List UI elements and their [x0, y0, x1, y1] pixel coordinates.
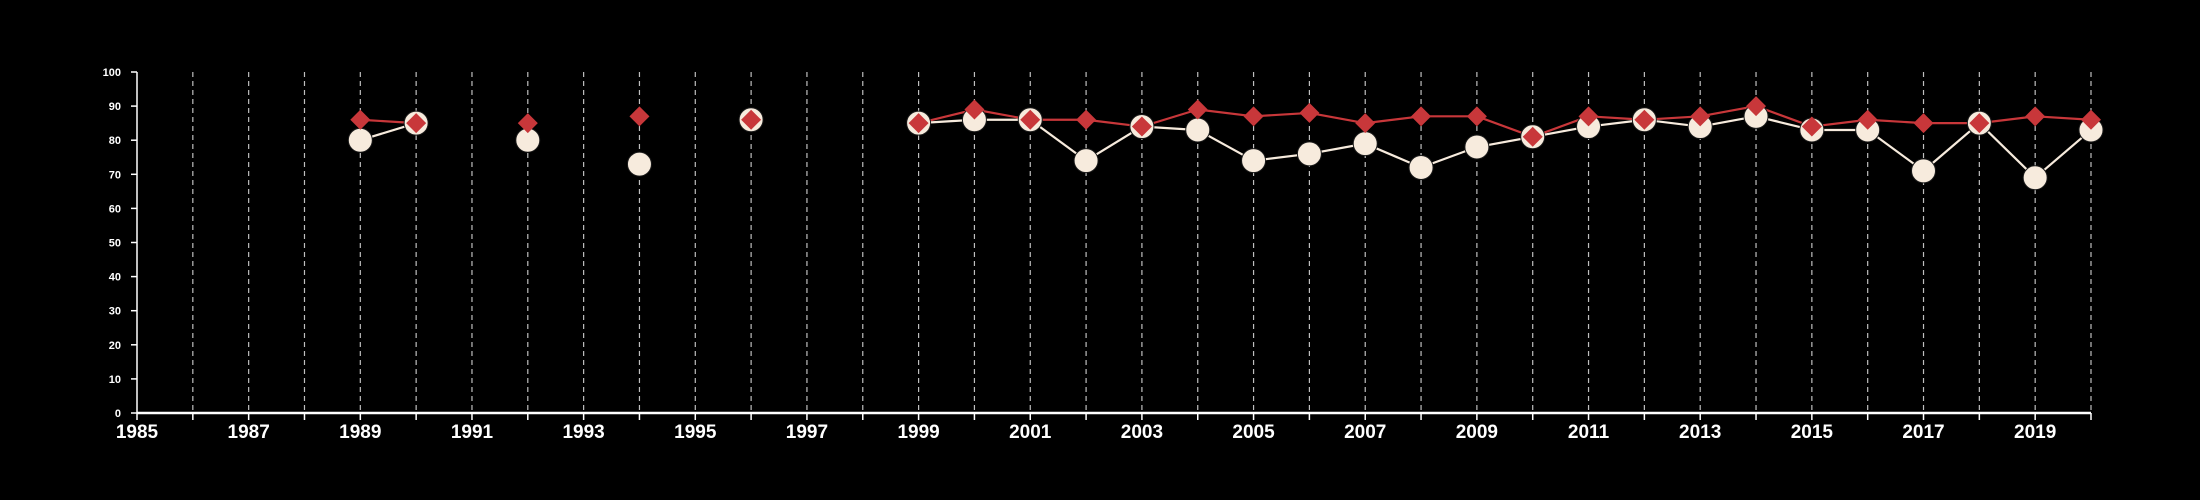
x-tick-label: 2013: [1679, 422, 1721, 443]
y-tick-label: 70: [109, 169, 121, 181]
y-tick-label: 90: [109, 101, 121, 113]
y-tick-label: 20: [109, 340, 121, 352]
x-tick-label: 2009: [1456, 422, 1498, 443]
x-tick-label: 1999: [897, 422, 939, 443]
x-tick-label: 1991: [451, 422, 494, 443]
cream-series-segment: [1978, 122, 2036, 179]
x-axis: 1985 1987 1989 1991 1993 1995 1997 1999 2001 2003…: [116, 411, 2092, 443]
red-series-segment: [1309, 111, 1366, 125]
y-tick-label: 10: [109, 374, 121, 386]
x-tick-label: 2007: [1344, 422, 1386, 443]
red-diamond-point: [1299, 102, 1320, 123]
cream-circle-point: [1241, 148, 1267, 174]
y-tick-label: 30: [109, 306, 121, 318]
cream-circle-point: [2022, 165, 2048, 191]
x-tick-label: 2017: [1902, 422, 1944, 443]
red-diamond-point: [2081, 109, 2101, 130]
red-diamond-point: [1243, 106, 1264, 127]
cream-circle-point: [1185, 117, 1211, 143]
x-tick-label: 2015: [1791, 422, 1834, 443]
red-diamond-point: [1634, 109, 1655, 130]
y-axis: 0 10 20 30 40 50 60 70 80 90 100: [103, 67, 138, 420]
cream-circle-point: [1911, 158, 1937, 184]
series-markers: [347, 96, 2104, 191]
red-diamond-point: [1355, 113, 1376, 134]
red-series-segment: [1365, 115, 1422, 125]
x-tick-label: 2003: [1121, 422, 1163, 443]
cream-circle-point: [347, 127, 373, 153]
x-tick-label: 1987: [228, 422, 270, 443]
red-diamond-point: [2025, 106, 2046, 127]
red-diamond-point: [1131, 116, 1152, 137]
red-diamond-point: [964, 99, 985, 120]
y-tick-label: 50: [109, 238, 121, 250]
x-tick-label: 1997: [786, 422, 828, 443]
red-diamond-point: [1076, 109, 1097, 130]
red-diamond-point: [1522, 126, 1543, 147]
red-diamond-point: [741, 109, 762, 130]
y-tick-label: 40: [109, 272, 121, 284]
red-diamond-point: [517, 113, 538, 134]
x-tick-label: 1989: [339, 422, 381, 443]
red-diamond-point: [1020, 109, 1041, 130]
y-tick-label: 80: [109, 135, 121, 147]
x-tick-label: 2005: [1232, 422, 1275, 443]
red-diamond-point: [1466, 106, 1487, 127]
cream-circle-point: [1408, 154, 1434, 180]
cream-circle-point: [1352, 131, 1378, 157]
y-tick-label: 0: [115, 408, 121, 420]
cream-circle-point: [1073, 148, 1099, 174]
red-diamond-point: [1187, 99, 1208, 120]
x-tick-label: 1993: [562, 422, 604, 443]
cream-circle-point: [1464, 134, 1490, 160]
cream-circle-point: [626, 151, 652, 177]
red-diamond-point: [1690, 106, 1711, 127]
red-diamond-point: [908, 113, 929, 134]
x-tick-label: 1995: [674, 422, 717, 443]
y-tick-label: 100: [103, 67, 121, 79]
red-diamond-point: [1913, 113, 1934, 134]
red-series-segment: [1197, 108, 1254, 118]
series-lines: [359, 105, 2092, 179]
red-diamond-point: [1578, 106, 1599, 127]
red-diamond-point: [1411, 106, 1432, 127]
red-diamond-point: [1857, 109, 1878, 130]
x-tick-label: 1985: [116, 422, 159, 443]
red-series-segment: [1700, 105, 1757, 118]
x-tick-label: 2001: [1009, 422, 1052, 443]
red-diamond-point: [1969, 113, 1990, 134]
red-diamond-point: [629, 106, 650, 127]
cream-circle-point: [1296, 141, 1322, 167]
x-tick-label: 2011: [1568, 422, 1610, 443]
red-diamond-point: [406, 113, 427, 134]
y-tick-label: 60: [109, 203, 121, 215]
red-diamond-point: [1746, 96, 1767, 117]
red-diamond-point: [1801, 116, 1822, 137]
x-tick-label: 2019: [2014, 422, 2056, 443]
red-diamond-point: [350, 109, 371, 130]
